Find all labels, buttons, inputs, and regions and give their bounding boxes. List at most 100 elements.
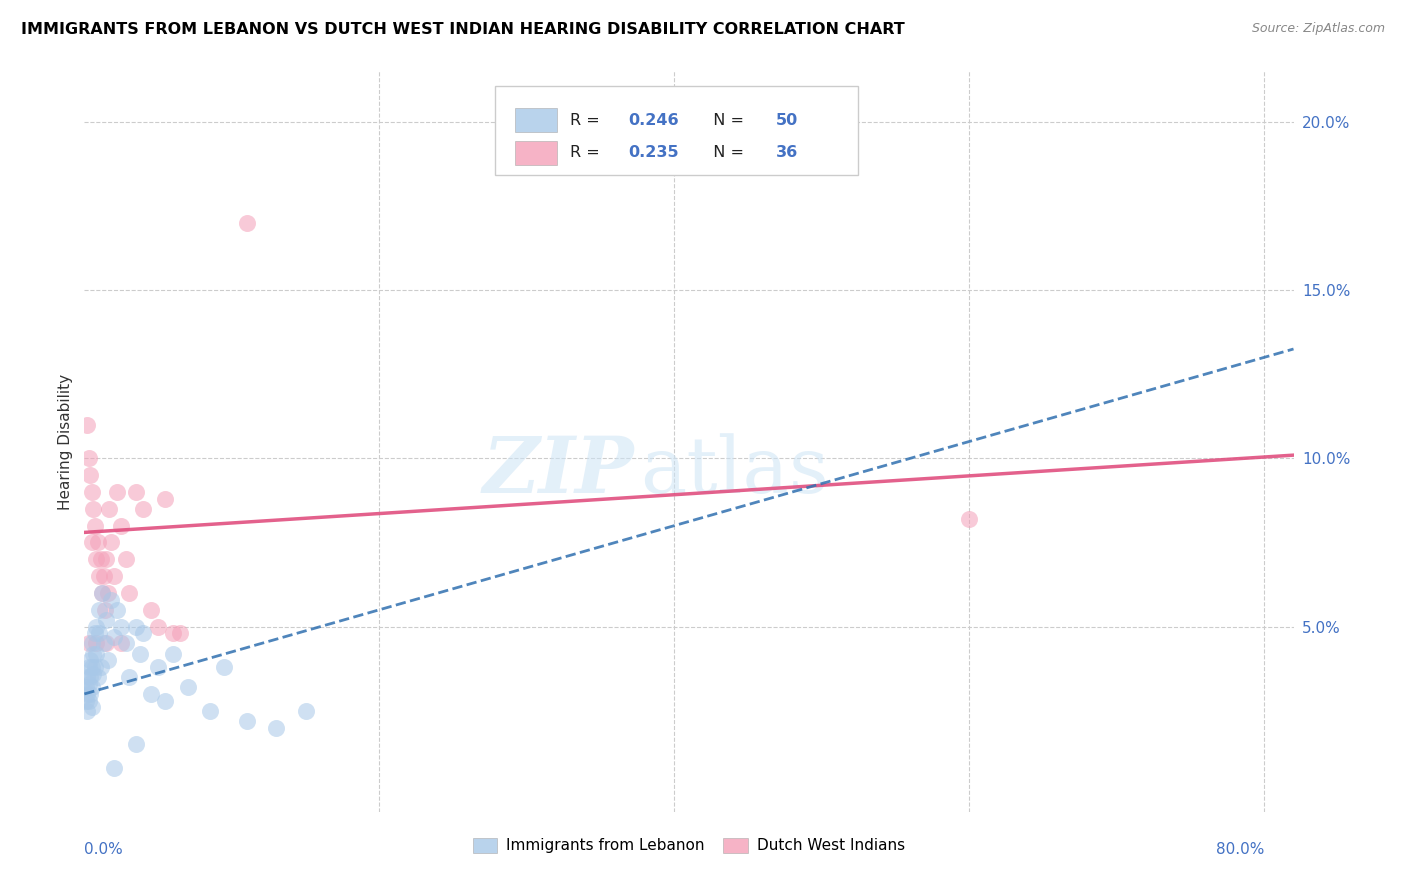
Point	[76, 670, 98, 684]
Point	[139, 603, 162, 617]
Point	[110, 636, 132, 650]
Point	[132, 501, 155, 516]
Point	[80, 700, 103, 714]
Point	[94, 603, 117, 617]
Point	[235, 714, 257, 728]
Text: 50: 50	[776, 113, 799, 128]
Point	[96, 636, 118, 650]
FancyBboxPatch shape	[515, 109, 557, 132]
Point	[80, 485, 103, 500]
Point	[114, 552, 136, 566]
Point	[82, 647, 104, 661]
Point	[264, 721, 287, 735]
Point	[87, 603, 110, 617]
Point	[132, 626, 155, 640]
Point	[83, 518, 105, 533]
Point	[169, 626, 191, 640]
Point	[957, 512, 980, 526]
Point	[77, 636, 100, 650]
FancyBboxPatch shape	[495, 87, 858, 175]
Point	[155, 694, 177, 708]
Point	[79, 468, 101, 483]
Point	[103, 761, 125, 775]
Point	[93, 636, 115, 650]
Text: atlas: atlas	[641, 434, 830, 509]
Point	[77, 451, 100, 466]
Point	[129, 647, 152, 661]
Point	[80, 535, 103, 549]
Text: 0.246: 0.246	[628, 113, 679, 128]
Point	[80, 660, 103, 674]
Point	[100, 592, 122, 607]
Text: 0.235: 0.235	[628, 145, 679, 161]
Point	[97, 653, 120, 667]
Point	[162, 626, 184, 640]
Legend: Immigrants from Lebanon, Dutch West Indians: Immigrants from Lebanon, Dutch West Indi…	[467, 832, 911, 860]
Point	[103, 630, 125, 644]
Point	[83, 626, 105, 640]
Text: IMMIGRANTS FROM LEBANON VS DUTCH WEST INDIAN HEARING DISABILITY CORRELATION CHAR: IMMIGRANTS FROM LEBANON VS DUTCH WEST IN…	[21, 22, 905, 37]
Point	[235, 216, 257, 230]
Point	[93, 569, 115, 583]
Point	[82, 501, 104, 516]
Point	[105, 603, 128, 617]
Point	[84, 636, 107, 650]
Point	[96, 613, 118, 627]
Point	[84, 619, 107, 633]
Point	[125, 619, 148, 633]
Point	[97, 586, 120, 600]
Text: R =: R =	[571, 145, 606, 161]
Point	[79, 687, 101, 701]
Text: N =: N =	[703, 145, 749, 161]
Text: ZIP: ZIP	[482, 433, 634, 509]
Point	[90, 552, 112, 566]
Point	[76, 417, 98, 432]
Point	[162, 647, 184, 661]
Point	[86, 670, 108, 684]
Point	[75, 694, 97, 708]
FancyBboxPatch shape	[515, 141, 557, 165]
Point	[155, 491, 177, 506]
Point	[96, 552, 118, 566]
Text: Source: ZipAtlas.com: Source: ZipAtlas.com	[1251, 22, 1385, 36]
Point	[79, 653, 101, 667]
Point	[214, 660, 236, 674]
Point	[77, 660, 100, 674]
Point	[110, 518, 132, 533]
Point	[87, 569, 110, 583]
Point	[86, 535, 108, 549]
Point	[87, 626, 110, 640]
Point	[125, 485, 148, 500]
Point	[176, 680, 198, 694]
Point	[84, 647, 107, 661]
Point	[105, 485, 128, 500]
Point	[80, 636, 103, 650]
Point	[90, 660, 112, 674]
Point	[82, 666, 104, 681]
Text: 0.0%: 0.0%	[84, 842, 124, 857]
Text: R =: R =	[571, 113, 606, 128]
Point	[117, 586, 139, 600]
Y-axis label: Hearing Disability: Hearing Disability	[58, 374, 73, 509]
Point	[75, 680, 97, 694]
Point	[80, 680, 103, 694]
Point	[198, 704, 221, 718]
Point	[100, 535, 122, 549]
Point	[98, 501, 121, 516]
Point	[103, 569, 125, 583]
Point	[114, 636, 136, 650]
Point	[76, 704, 98, 718]
Point	[125, 738, 148, 752]
Point	[84, 552, 107, 566]
Point	[77, 677, 100, 691]
Text: N =: N =	[703, 113, 749, 128]
Point	[117, 670, 139, 684]
Point	[83, 660, 105, 674]
Point	[76, 687, 98, 701]
Text: 80.0%: 80.0%	[1216, 842, 1264, 857]
Point	[139, 687, 162, 701]
Point	[110, 619, 132, 633]
Text: 36: 36	[776, 145, 799, 161]
Point	[77, 694, 100, 708]
Point	[91, 586, 114, 600]
